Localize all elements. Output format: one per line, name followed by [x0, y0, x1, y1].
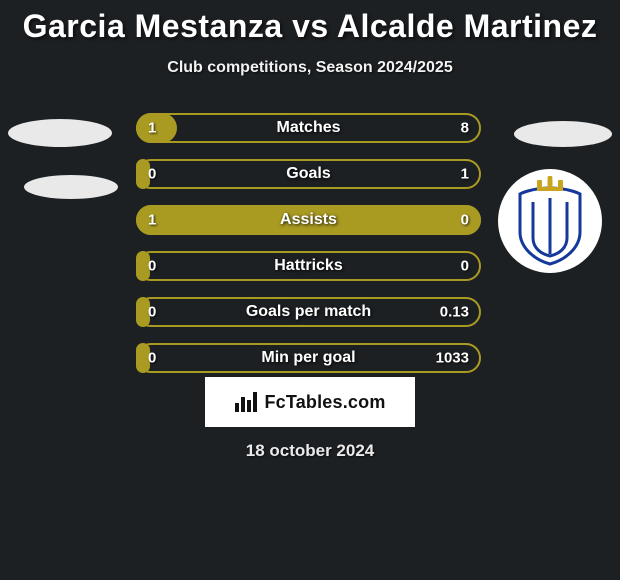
stat-row: 01033Min per goal: [136, 343, 481, 373]
stat-row: 18Matches: [136, 113, 481, 143]
player-left-placeholder-2: [24, 175, 118, 199]
stat-row: 00.13Goals per match: [136, 297, 481, 327]
bars-icon: [234, 391, 260, 413]
stat-label: Hattricks: [136, 257, 481, 275]
stat-label: Goals per match: [136, 303, 481, 321]
crest-icon: [511, 176, 589, 266]
stat-row: 01Goals: [136, 159, 481, 189]
stat-label: Goals: [136, 165, 481, 183]
stat-label: Assists: [136, 211, 481, 229]
stat-label: Min per goal: [136, 349, 481, 367]
brand-text: FcTables.com: [264, 392, 385, 413]
stat-bars: 18Matches 01Goals 10Assists 00Hattricks 00.1…: [136, 113, 481, 389]
player-right-placeholder-1: [514, 121, 612, 147]
stat-row: 10Assists: [136, 205, 481, 235]
page-title: Garcia Mestanza vs Alcalde Martinez: [0, 0, 620, 45]
footer-date: 18 october 2024: [0, 441, 620, 461]
player-left-placeholder-1: [8, 119, 112, 147]
club-crest: [498, 169, 602, 273]
brand-box: FcTables.com: [205, 377, 415, 427]
stat-row: 00Hattricks: [136, 251, 481, 281]
page-subtitle: Club competitions, Season 2024/2025: [0, 59, 620, 77]
stat-label: Matches: [136, 119, 481, 137]
